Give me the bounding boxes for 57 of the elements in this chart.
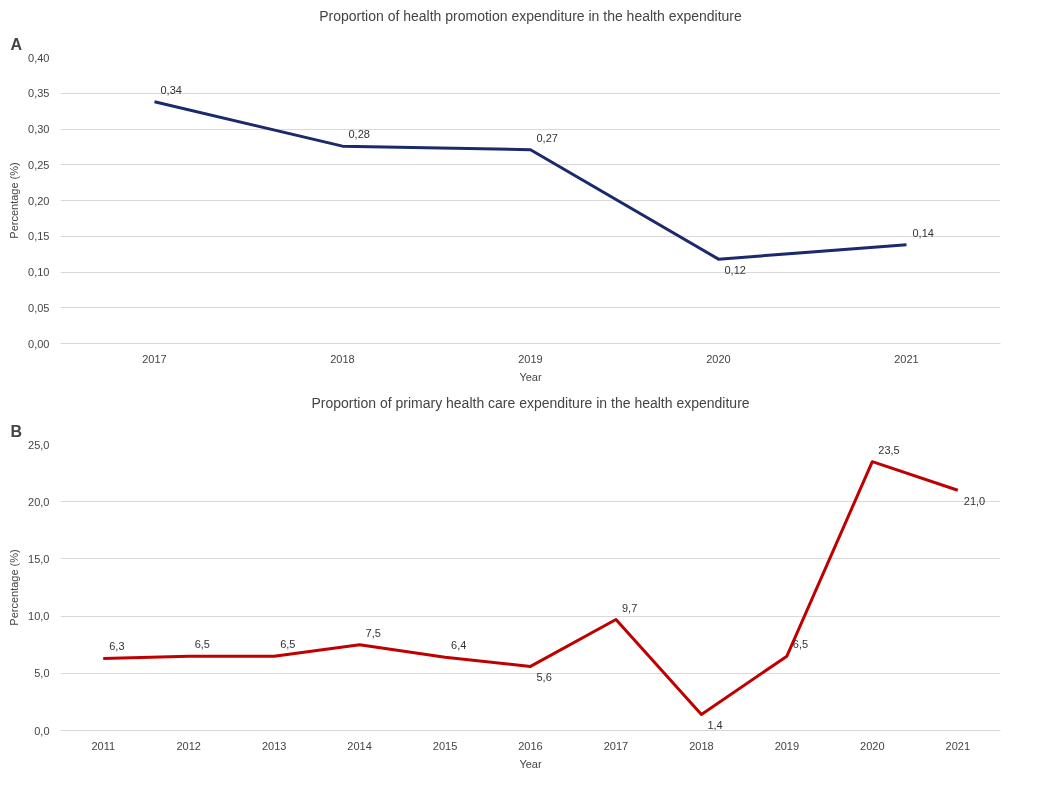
y-tick-label: 0,20 <box>28 194 50 207</box>
y-tick-label: 15,0 <box>28 552 50 565</box>
data-label: 9,7 <box>621 601 638 614</box>
data-label: 6,4 <box>451 639 467 652</box>
x-axis-title: Year <box>519 757 542 770</box>
x-tick-label: 2015 <box>432 739 458 752</box>
data-label: 0,28 <box>348 128 370 141</box>
data-label: 6,5 <box>280 638 296 651</box>
y-tick-label: 0,15 <box>28 230 50 243</box>
data-label: 0,14 <box>912 226 934 239</box>
y-tick-label: 0,05 <box>28 301 50 314</box>
y-tick-label: 0,00 <box>28 337 50 350</box>
y-tick-label: 25,0 <box>28 438 50 451</box>
x-tick-label: 2018 <box>330 352 355 365</box>
y-tick-label: 0,0 <box>34 724 50 737</box>
x-tick-label: 2014 <box>347 739 372 752</box>
y-tick-label: 0,10 <box>28 266 50 278</box>
x-tick-label: 2011 <box>91 739 116 752</box>
data-label: 23,5 <box>878 443 900 456</box>
y-tick-label: 0,30 <box>28 123 50 135</box>
x-tick-label: 2017 <box>142 352 167 365</box>
x-tick-label: 2020 <box>706 352 731 365</box>
x-tick-label: 2012 <box>176 739 201 752</box>
text: A <box>10 35 23 53</box>
x-axis-title: Year <box>519 370 542 383</box>
x-tick-label: 2020 <box>860 739 885 752</box>
data-label: 0,27 <box>536 131 558 144</box>
x-tick-label: 2016 <box>518 739 543 752</box>
y-tick-label: 0,35 <box>28 87 50 100</box>
data-label: 1,4 <box>707 719 723 732</box>
chart-title: Proportion of primary health care expenditure in the health expenditure <box>311 394 750 411</box>
data-label: 21,0 <box>963 495 986 508</box>
y-axis-title: Percentage (%) <box>8 162 21 239</box>
line-series <box>101 460 960 716</box>
data-label: 6,5 <box>792 638 809 651</box>
text: B <box>10 422 23 440</box>
y-tick-label: 5,0 <box>34 667 50 680</box>
x-tick-label: 2021 <box>945 739 971 752</box>
x-tick-label: 2019 <box>518 352 543 365</box>
x-tick-label: 2013 <box>261 739 287 752</box>
data-label: 5,6 <box>536 671 552 684</box>
data-label: 0,12 <box>724 264 746 277</box>
data-label: 6,3 <box>109 640 125 653</box>
data-label: 7,5 <box>365 626 381 639</box>
y-axis-title: Percentage (%) <box>8 549 21 626</box>
y-tick-label: 10,0 <box>28 610 50 623</box>
line-series <box>153 100 908 261</box>
x-tick-label: 2018 <box>689 739 714 752</box>
y-tick-label: 20,0 <box>28 495 50 508</box>
x-tick-label: 2019 <box>774 739 800 752</box>
x-tick-label: 2021 <box>894 352 919 365</box>
x-tick-label: 2017 <box>603 739 629 752</box>
y-tick-label: 0,40 <box>28 51 50 64</box>
chart-title: Proportion of health promotion expenditure in the health expenditure <box>319 7 743 24</box>
y-tick-label: 0,25 <box>28 158 50 171</box>
data-label: 0,34 <box>160 83 182 96</box>
data-label: 6,5 <box>194 638 210 651</box>
